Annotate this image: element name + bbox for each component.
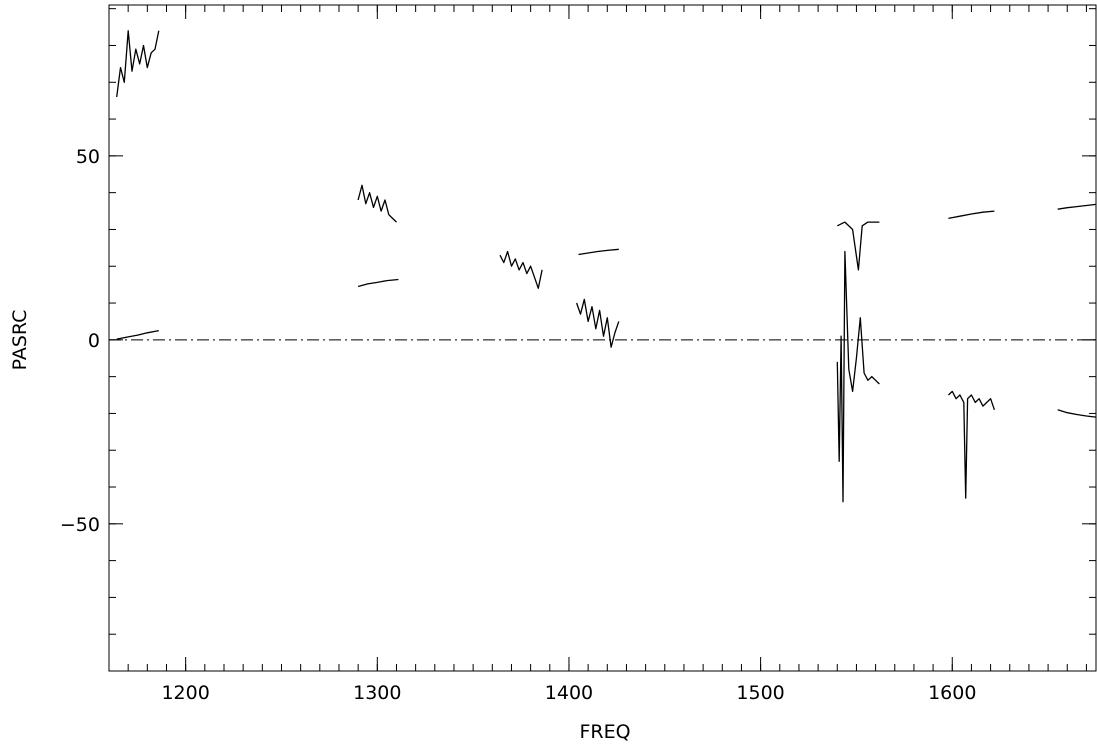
data-line-s12 [1058, 204, 1096, 209]
data-line-s3 [358, 185, 396, 222]
plot-border [109, 5, 1096, 671]
x-tick-label: 1500 [736, 682, 784, 704]
x-tick-labels: 1200 1300 1400 1500 1600 [161, 682, 976, 704]
x-tick-label: 1600 [928, 682, 976, 704]
data-line-s9 [837, 222, 879, 270]
series-lines [117, 31, 1096, 502]
data-line-s10 [948, 211, 994, 218]
y-tick-label: −50 [60, 514, 100, 536]
data-line-s4 [358, 280, 398, 287]
x-tick-label: 1300 [353, 682, 401, 704]
data-line-s1 [117, 31, 159, 97]
y-tick-label: 50 [76, 146, 100, 168]
major-ticks [109, 5, 1096, 671]
y-tick-labels: −50 0 50 [60, 146, 100, 536]
x-tick-label: 1400 [545, 682, 593, 704]
data-line-s6 [579, 249, 619, 254]
data-line-s5 [500, 252, 542, 289]
x-tick-label: 1200 [161, 682, 209, 704]
data-line-s11 [948, 391, 994, 498]
minor-ticks [109, 5, 1096, 671]
x-axis-title: FREQ [579, 721, 630, 743]
plot-frame [109, 5, 1096, 671]
y-axis-title: PASRC [9, 310, 31, 371]
data-line-s8 [837, 252, 879, 502]
y-tick-label: 0 [88, 330, 100, 352]
data-line-s2 [117, 331, 159, 340]
